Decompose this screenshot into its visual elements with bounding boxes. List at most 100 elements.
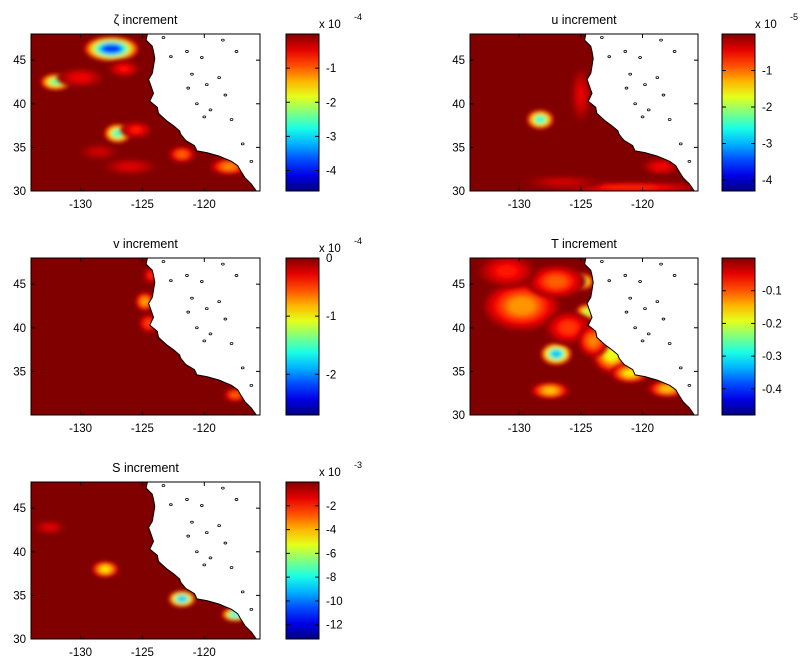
colorbar-multiplier: x 10 — [755, 19, 777, 31]
inland-contour-16 — [234, 50, 239, 53]
heatmap-feature-3 — [641, 158, 681, 175]
inland-contour-14 — [169, 55, 173, 59]
inland-contour-7 — [195, 102, 199, 106]
inland-contour-2 — [190, 520, 194, 524]
inland-contour-8 — [208, 108, 213, 112]
inland-contour-11 — [240, 590, 245, 594]
heatmap-feature-3 — [108, 60, 140, 78]
inland-contour-11 — [678, 366, 683, 370]
inland-contour-13 — [161, 36, 166, 39]
y-tick-label: 35 — [13, 366, 26, 378]
x-tick-label: -120 — [631, 199, 654, 211]
inland-contour-5 — [624, 86, 629, 90]
colorbar-tick-label: -0.4 — [762, 384, 782, 396]
x-tick-label: -130 — [508, 423, 531, 435]
inland-contour-13 — [600, 36, 604, 39]
heatmap-feature-8 — [102, 158, 158, 175]
inland-contour-11 — [240, 142, 245, 146]
y-tick-label: 45 — [452, 55, 465, 67]
inland-contour-9 — [202, 563, 207, 567]
colorbar-tick-label: -8 — [326, 572, 336, 584]
colorbar-tick-label: -2 — [762, 102, 772, 114]
colorbar-tick-label: -1 — [326, 311, 336, 323]
colorbar-gradient — [285, 33, 320, 192]
panel-title: ζ increment — [114, 13, 178, 27]
x-tick-label: -125 — [131, 423, 154, 435]
inland-contour-15 — [221, 486, 225, 490]
colorbar-tick-label: -10 — [326, 596, 343, 608]
heatmap-feature-1 — [168, 590, 196, 608]
colorbar-tick-label: -0.3 — [762, 351, 782, 363]
inland-contour-8 — [208, 332, 213, 336]
y-tick-label: 45 — [13, 279, 26, 291]
y-tick-label: 30 — [452, 186, 465, 198]
y-tick-label: 40 — [452, 323, 465, 335]
panel-0: -130 -125 -120 30 35 40 45 ζ increment -4 -3 -2 -1 x… — [13, 12, 362, 211]
inland-contour-14 — [607, 279, 612, 283]
colorbar-multiplier: x 10 — [319, 19, 341, 31]
inland-contour-14 — [607, 55, 612, 59]
inland-contour-13 — [600, 260, 604, 263]
inland-contour-12 — [249, 607, 254, 611]
inland-contour-5 — [186, 310, 191, 314]
inland-contour-12 — [687, 159, 692, 163]
heatmap-feature-0 — [526, 109, 555, 130]
colorbar: -4 -3 -2 -1 x 10 -5 — [721, 12, 798, 192]
coastline-group — [145, 482, 257, 639]
inland-contour-7 — [633, 326, 637, 330]
coastline-group — [584, 34, 695, 191]
panel-title: u increment — [551, 13, 617, 27]
inland-contour-16 — [672, 50, 677, 53]
inland-contour-10 — [667, 342, 672, 345]
panel-title: v increment — [113, 237, 178, 251]
inland-contour-12 — [249, 383, 254, 387]
inland-contour-10 — [667, 118, 672, 121]
coastline — [145, 258, 257, 415]
axes-frame — [30, 481, 261, 640]
colorbar-tick-label: -3 — [762, 139, 772, 151]
inland-contour-15 — [659, 38, 663, 42]
axes-frame — [469, 33, 699, 192]
inland-contour-3 — [217, 300, 221, 304]
heatmap-feature-6 — [168, 145, 196, 163]
inland-contour-2 — [628, 296, 633, 300]
inland-contour-4 — [204, 83, 209, 86]
inland-contour-13 — [161, 484, 166, 487]
inland-contour-10 — [229, 342, 234, 345]
inland-contour-7 — [195, 550, 199, 554]
colorbar-multiplier-exponent: -3 — [354, 460, 362, 470]
inland-contour-6 — [661, 317, 666, 321]
inland-contour-15 — [221, 262, 225, 266]
inland-contour-6 — [223, 93, 228, 97]
axes-frame — [30, 33, 261, 192]
inland-contour-11 — [240, 366, 245, 370]
heatmap-feature-3 — [33, 520, 66, 535]
inland-contour-4 — [204, 531, 209, 534]
colorbar: -4 -3 -2 -1 x 10 -4 — [285, 12, 362, 192]
coastline — [584, 258, 695, 415]
colorbar-tick-label: -1 — [762, 66, 772, 78]
y-tick-label: 40 — [13, 99, 26, 111]
colorbar: -2 -1 0x 10 -4 — [285, 236, 362, 416]
inland-contour-9 — [640, 339, 645, 343]
x-tick-label: -125 — [131, 647, 154, 659]
y-tick-label: 35 — [13, 142, 26, 154]
inland-contour-6 — [661, 93, 666, 97]
colorbar-tick-label: -4 — [326, 166, 337, 178]
inland-contour-11 — [678, 142, 683, 146]
heatmap-feature-0 — [83, 36, 140, 62]
heatmap-feature-7 — [526, 264, 586, 299]
x-tick-label: -125 — [131, 199, 154, 211]
x-tick-label: -130 — [69, 647, 92, 659]
colorbar-gradient — [285, 257, 320, 416]
inland-contour-12 — [249, 159, 254, 163]
heatmap-feature-4 — [571, 67, 591, 123]
coastline — [145, 482, 257, 639]
inland-contour-10 — [229, 118, 234, 121]
inland-contour-3 — [655, 300, 660, 304]
inland-contour-6 — [223, 317, 228, 321]
inland-contour-14 — [169, 279, 173, 283]
colorbar-tick-label: -12 — [326, 620, 343, 632]
